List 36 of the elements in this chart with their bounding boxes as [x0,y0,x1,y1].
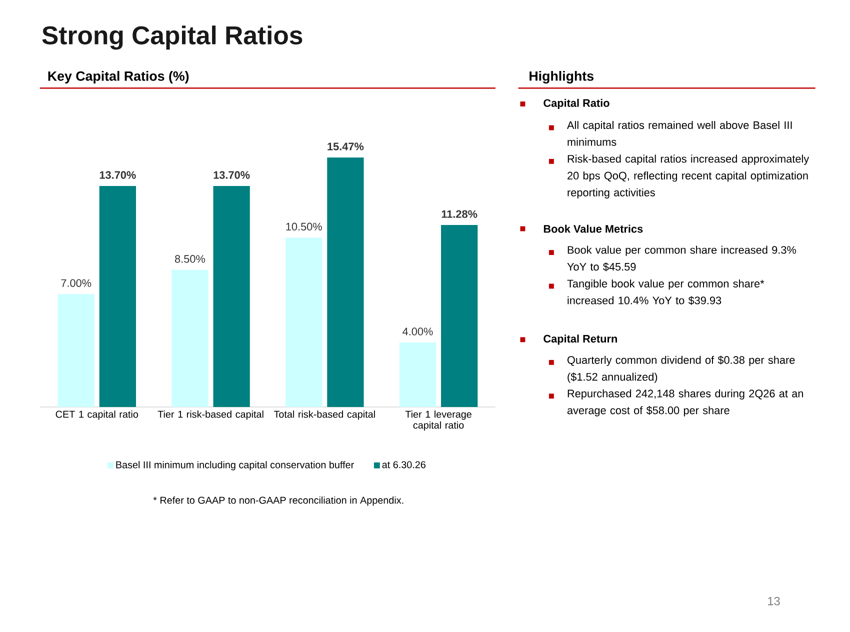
text: Highlights [530,71,594,84]
x-tick-label: CET 1 capital ratio [56,410,138,420]
x-tick-label: Tier 1 risk-based capital [158,410,264,420]
text: Capital Return [544,334,617,345]
data-label: 13.70% [214,171,250,179]
data-label: 13.70% [100,171,136,179]
bar [441,225,478,408]
chart-title: Strong Capital Ratios [42,26,302,50]
data-label: 11.28% [442,210,478,218]
chart-subtitle: Key Capital Ratios (%) [48,71,189,84]
bar [327,158,364,408]
text: 13 [768,596,780,606]
text: * Refer to GAAP to non-GAAP reconciliation in Appendix. [153,496,404,506]
text: Quarterly common dividend of $0.38 per share ($1.52 annualized) [567,356,795,383]
x-tick-label: Total risk-based capital [274,410,375,420]
text: Capital Ratio [544,98,610,110]
data-label: 10.50% [286,222,322,231]
legend-label: at 6.30.26 [382,461,426,468]
text: Book Value Metrics [544,224,643,233]
bar [213,186,250,408]
data-label: 7.00% [61,279,92,288]
legend-label: Basel III minimum including capital conservation buffer [116,461,354,470]
bar [58,294,94,408]
text: Risk-based capital ratios increased approximately 20 bps QoQ, reflecting recent capital optimization reporting activities [568,154,810,199]
data-label: 8.50% [175,255,206,263]
data-label: 4.00% [402,328,433,336]
bar [172,270,208,408]
bar [99,186,136,408]
bar [399,342,436,408]
text: Tangible book value per common share* increased 10.4% YoY to $39.93 [567,280,764,306]
x-tick-label: Tier 1 leverage capital ratio [405,410,472,431]
bar [286,238,322,408]
data-label: 15.47% [328,142,364,150]
text: All capital ratios remained well above Basel III minimums [566,121,792,146]
text: Book value per common share increased 9.3% YoY to $45.59 [567,246,796,272]
text: Repurchased 242,148 shares during 2Q26 at an average cost of $58.00 per share [567,389,803,416]
